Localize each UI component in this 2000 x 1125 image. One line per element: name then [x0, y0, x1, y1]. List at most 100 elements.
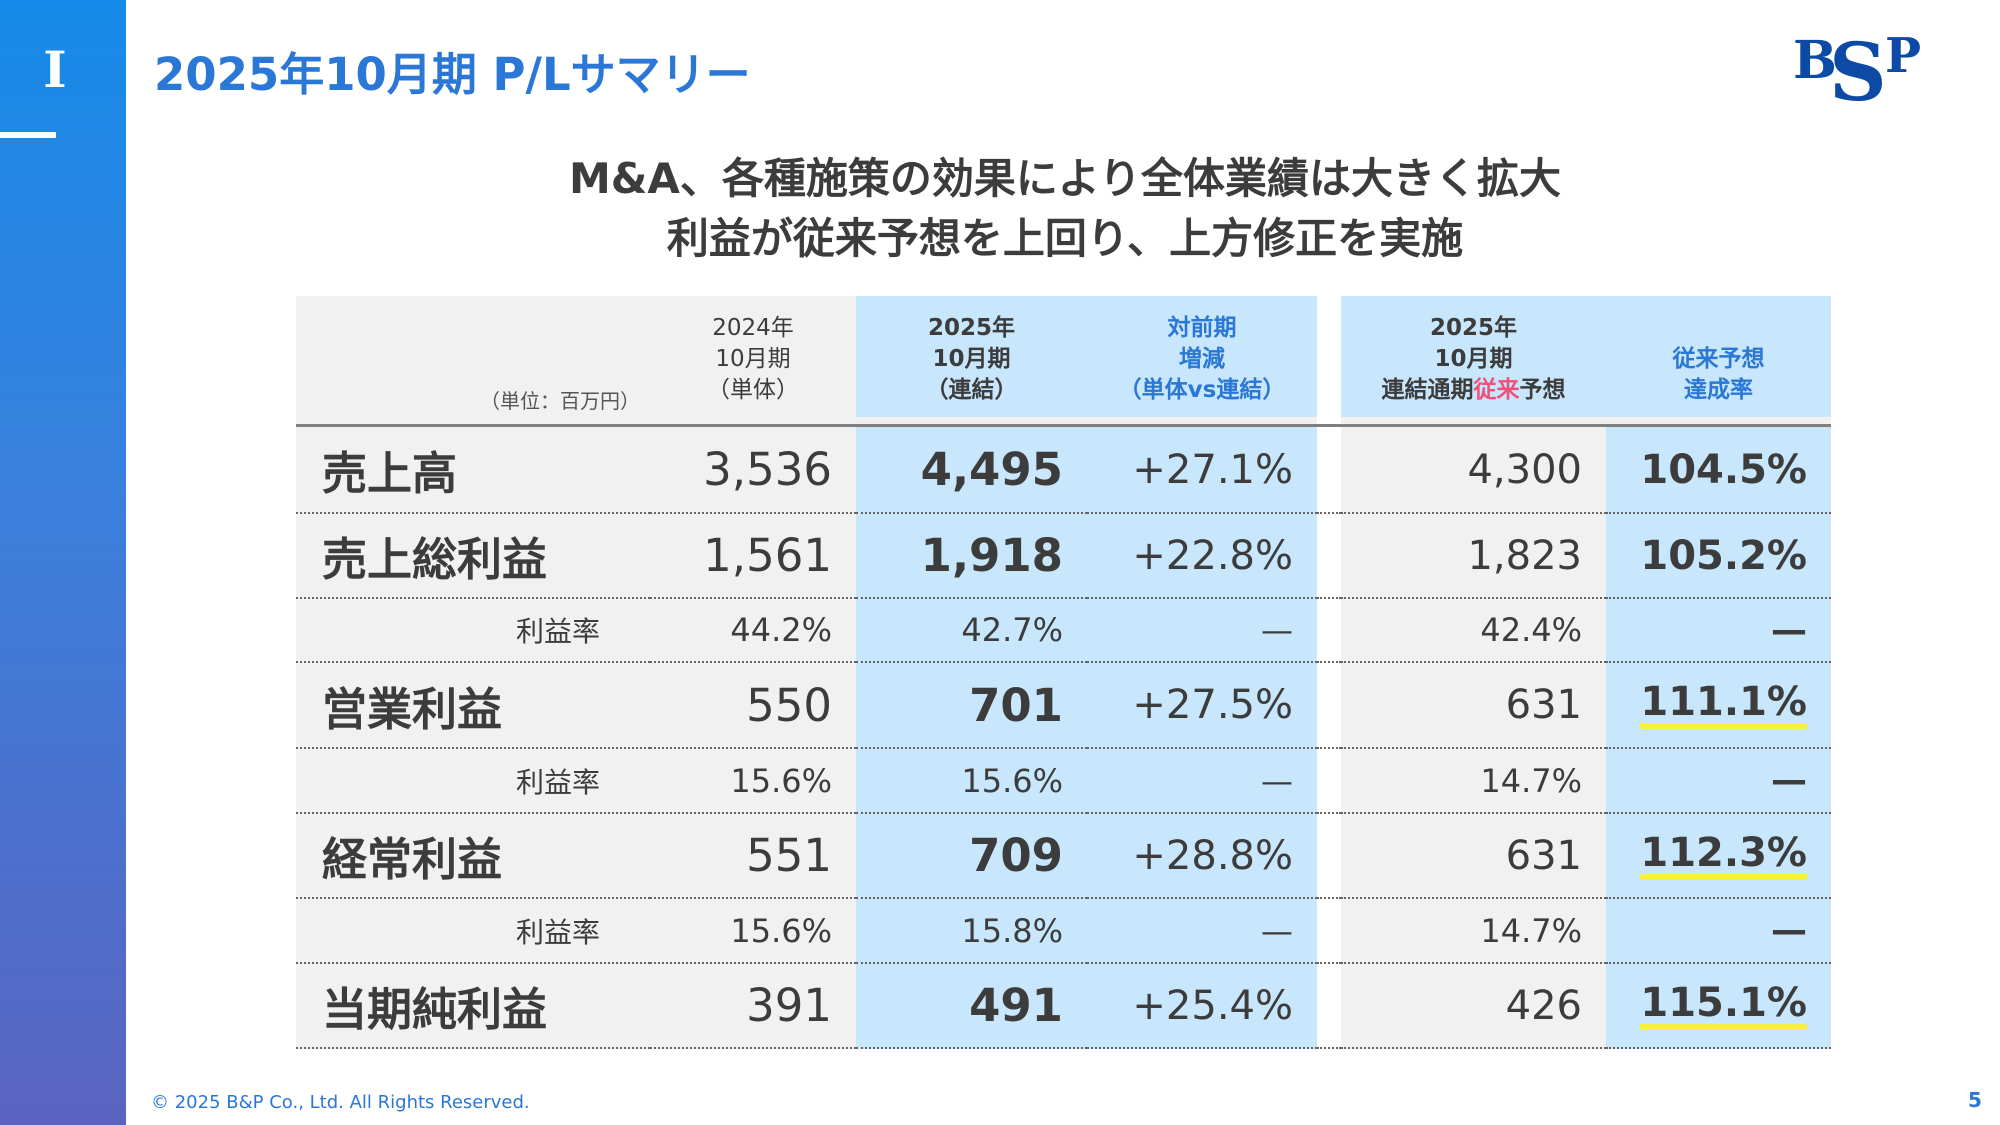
value-achievement: 112.3% [1640, 832, 1807, 880]
value-achievement-cell: — [1606, 749, 1831, 814]
value-2025: 42.7% [961, 611, 1063, 649]
row-label: 利益率 [515, 615, 600, 648]
value-achievement-cell: 104.5% [1606, 427, 1831, 514]
header-text: 2025年 [927, 315, 1015, 341]
value-2025: 15.8% [961, 911, 1063, 950]
unit-label: （単位：百万円） [480, 389, 640, 413]
value-2025-cell: 42.7% [856, 599, 1087, 663]
row-label-cell: 利益率 [296, 599, 650, 663]
value-yoy-cell: +28.8% [1087, 814, 1317, 899]
page-number: 5 [1968, 1088, 1982, 1112]
page-title: 2025年10月期 P/Lサマリー [154, 48, 751, 101]
value-forecast: 14.7% [1480, 761, 1582, 800]
header-text: （連結） [925, 377, 1018, 403]
row-label: 当期純利益 [322, 983, 548, 1036]
value-forecast: 4,300 [1467, 446, 1582, 493]
value-2024-cell: 551 [650, 814, 856, 899]
value-achievement-cell: 115.1% [1606, 964, 1831, 1049]
value-yoy-cell: +25.4% [1087, 964, 1317, 1049]
table-row: 売上総利益 1,561 1,918 +22.8% 1,823 105.2% [296, 514, 1831, 599]
value-forecast: 14.7% [1480, 911, 1582, 950]
header-text: 10月期 [715, 346, 791, 372]
column-gap-cell [1317, 899, 1341, 964]
header-text: 連結通期従来予想 [1341, 375, 1606, 406]
row-label-cell: 売上総利益 [296, 514, 650, 599]
value-forecast-cell: 631 [1341, 814, 1606, 899]
column-gap-cell [1317, 514, 1341, 599]
value-forecast: 42.4% [1480, 611, 1582, 649]
header-text: 2025年 [1429, 315, 1517, 341]
value-achievement: — [1771, 609, 1807, 651]
value-achievement: 104.5% [1640, 446, 1807, 493]
value-2024: 1,561 [703, 529, 832, 582]
section-number: I [43, 40, 67, 99]
value-achievement-cell: 111.1% [1606, 663, 1831, 749]
header-achievement: 従来予想 達成率 [1606, 296, 1831, 424]
value-achievement: 115.1% [1640, 982, 1807, 1030]
value-forecast-cell: 4,300 [1341, 427, 1606, 514]
header-text: 達成率 [1684, 377, 1753, 403]
value-2024: 3,536 [703, 443, 832, 496]
table-row: 営業利益 550 701 +27.5% 631 111.1% [296, 663, 1831, 749]
row-label-cell: 営業利益 [296, 663, 650, 749]
section-divider [0, 132, 56, 138]
value-yoy-cell: — [1087, 599, 1317, 663]
value-2025-cell: 701 [856, 663, 1087, 749]
svg-text:B: B [1793, 30, 1837, 91]
header-text: 10月期 [932, 346, 1011, 372]
column-gap [1317, 296, 1341, 424]
row-label-cell: 利益率 [296, 899, 650, 964]
header-2025: 2025年 10月期 （連結） [856, 296, 1087, 424]
column-gap-cell [1317, 814, 1341, 899]
row-label-cell: 経常利益 [296, 814, 650, 899]
company-logo: B S P [1793, 28, 1921, 108]
value-forecast: 1,823 [1467, 532, 1582, 579]
value-2025-cell: 709 [856, 814, 1087, 899]
value-forecast: 631 [1505, 682, 1582, 728]
row-label-cell: 当期純利益 [296, 964, 650, 1049]
value-forecast-cell: 426 [1341, 964, 1606, 1049]
value-forecast: 631 [1505, 832, 1582, 879]
table-body: 売上高 3,536 4,495 +27.1% 4,300 104.5% 売上総利益 1,561… [296, 427, 1831, 1049]
value-2024: 44.2% [730, 611, 832, 649]
value-yoy: +27.5% [1132, 682, 1293, 728]
value-yoy: +22.8% [1132, 532, 1293, 579]
column-gap-cell [1317, 663, 1341, 749]
value-achievement: 105.2% [1640, 532, 1807, 579]
table-row: 利益率 44.2% 42.7% — 42.4% — [296, 599, 1831, 663]
column-gap-cell [1317, 749, 1341, 814]
header-2024: 2024年 10月期 （単体） [650, 296, 856, 424]
value-yoy: — [1261, 611, 1293, 649]
value-yoy-cell: +27.5% [1087, 663, 1317, 749]
value-forecast-cell: 14.7% [1341, 749, 1606, 814]
table-header: （単位：百万円） 2024年 10月期 （単体） 2025年 10月期 （連結）… [296, 296, 1831, 427]
row-label: 売上高 [322, 447, 458, 500]
value-yoy: +27.1% [1132, 446, 1293, 493]
value-2024-cell: 550 [650, 663, 856, 749]
column-gap-cell [1317, 964, 1341, 1049]
row-label: 経常利益 [322, 833, 503, 886]
value-2024-cell: 15.6% [650, 749, 856, 814]
value-yoy: +28.8% [1132, 832, 1293, 879]
value-achievement: — [1771, 910, 1807, 951]
row-label: 営業利益 [322, 682, 503, 736]
value-2024: 15.6% [730, 911, 832, 950]
table-row: 利益率 15.6% 15.8% — 14.7% — [296, 899, 1831, 964]
value-2025-cell: 1,918 [856, 514, 1087, 599]
svg-text:P: P [1885, 28, 1921, 84]
value-forecast-cell: 42.4% [1341, 599, 1606, 663]
value-yoy: +25.4% [1132, 982, 1293, 1029]
header-text: 従来予想 [1672, 346, 1765, 372]
row-label: 利益率 [515, 915, 600, 949]
header-text: 対前期 [1167, 315, 1237, 341]
value-2024-cell: 3,536 [650, 427, 856, 514]
value-yoy-cell: — [1087, 749, 1317, 814]
column-gap-cell [1317, 427, 1341, 514]
value-2025-cell: 491 [856, 964, 1087, 1049]
table-row: 利益率 15.6% 15.6% — 14.7% — [296, 749, 1831, 814]
header-text-part: 予想 [1519, 377, 1566, 403]
value-yoy: — [1261, 911, 1293, 950]
value-yoy-cell: — [1087, 899, 1317, 964]
value-2024: 15.6% [730, 761, 832, 800]
header-text-highlight: 従来 [1473, 377, 1520, 403]
